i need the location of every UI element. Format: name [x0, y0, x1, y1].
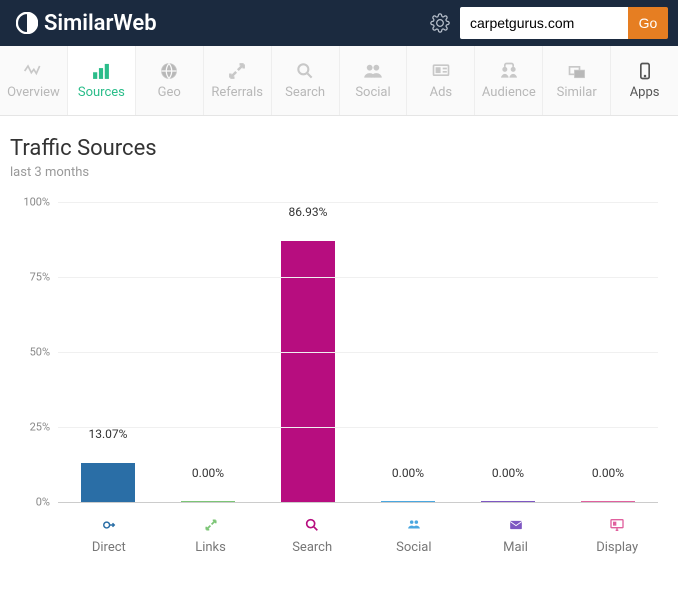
social-icon [362, 61, 384, 81]
page-subtitle: last 3 months [10, 165, 668, 180]
y-tick-label: 75% [10, 271, 50, 284]
x-category-label: Display [596, 540, 638, 555]
grid-line [58, 277, 658, 278]
x-category-label: Mail [503, 540, 528, 555]
nav-tabs: Overview Sources Geo Referrals Search Social A… [0, 46, 678, 116]
y-tick-label: 100% [10, 196, 50, 209]
x-category: Links [160, 516, 262, 555]
bar [281, 241, 335, 502]
bar-value-label: 0.00% [592, 466, 624, 484]
tab-geo[interactable]: Geo [136, 46, 204, 115]
domain-search-input[interactable] [460, 7, 628, 39]
brand-logo: SimilarWeb [16, 11, 157, 36]
tab-label: Similar [557, 85, 597, 100]
tab-label: Ads [430, 85, 453, 100]
x-category-label: Social [396, 540, 431, 555]
bar-value-label: 13.07% [89, 427, 128, 445]
chart-xaxis: Direct Links Search Social Mail Display [10, 516, 668, 555]
tab-referrals[interactable]: Referrals [204, 46, 272, 115]
tab-label: Referrals [211, 85, 263, 100]
overview-icon [22, 61, 44, 81]
search-icon [303, 516, 321, 534]
ads-icon [430, 61, 452, 81]
audience-icon [498, 61, 520, 81]
tab-label: Search [285, 85, 325, 100]
page-content: Traffic Sources last 3 months 13.07% 0.00… [0, 116, 678, 565]
search-icon [294, 61, 316, 81]
gear-icon [430, 13, 450, 33]
app-header: SimilarWeb Go [0, 0, 678, 46]
brand-text: SimilarWeb [44, 11, 157, 36]
x-category-label: Links [195, 540, 226, 555]
x-category: Social [363, 516, 465, 555]
direct-icon [100, 516, 118, 534]
referrals-icon [226, 61, 248, 81]
tab-apps[interactable]: Apps [611, 46, 678, 115]
grid-line [58, 502, 658, 503]
y-tick-label: 25% [10, 421, 50, 434]
tab-label: Sources [78, 85, 125, 100]
tab-search[interactable]: Search [272, 46, 340, 115]
tab-audience[interactable]: Audience [475, 46, 543, 115]
tab-similar[interactable]: Similar [543, 46, 611, 115]
apps-icon [634, 61, 656, 81]
tab-overview[interactable]: Overview [0, 46, 68, 115]
similarweb-logo-icon [16, 12, 38, 34]
tab-label: Overview [7, 85, 60, 100]
bar [81, 463, 135, 502]
bar-value-label: 86.93% [289, 205, 328, 223]
mail-icon [507, 516, 525, 534]
bar-value-label: 0.00% [492, 466, 524, 484]
x-category: Direct [58, 516, 160, 555]
similar-icon [566, 61, 588, 81]
y-tick-label: 50% [10, 346, 50, 359]
x-category-label: Search [292, 540, 332, 555]
go-button[interactable]: Go [628, 7, 668, 39]
grid-line [58, 427, 658, 428]
links-icon [202, 516, 220, 534]
grid-line [58, 202, 658, 203]
geo-icon [158, 61, 180, 81]
tab-sources[interactable]: Sources [68, 46, 136, 115]
tab-label: Apps [630, 85, 660, 100]
x-category: Mail [465, 516, 567, 555]
search-form: Go [460, 7, 668, 39]
social-icon [404, 516, 424, 534]
settings-button[interactable] [430, 13, 450, 33]
bar-value-label: 0.00% [392, 466, 424, 484]
tab-label: Social [355, 85, 390, 100]
x-category: Display [566, 516, 668, 555]
bar-value-label: 0.00% [192, 466, 224, 484]
sources-icon [90, 61, 112, 81]
grid-line [58, 352, 658, 353]
tab-label: Audience [482, 85, 536, 100]
display-icon [608, 516, 626, 534]
x-category-label: Direct [92, 540, 126, 555]
tab-ads[interactable]: Ads [407, 46, 475, 115]
tab-social[interactable]: Social [340, 46, 408, 115]
y-tick-label: 0% [10, 496, 50, 509]
page-title: Traffic Sources [10, 136, 668, 161]
traffic-sources-chart: 13.07%0.00%86.93%0.00%0.00%0.00% 0%25%50… [10, 202, 668, 502]
tab-label: Geo [158, 85, 181, 100]
x-category: Search [261, 516, 363, 555]
